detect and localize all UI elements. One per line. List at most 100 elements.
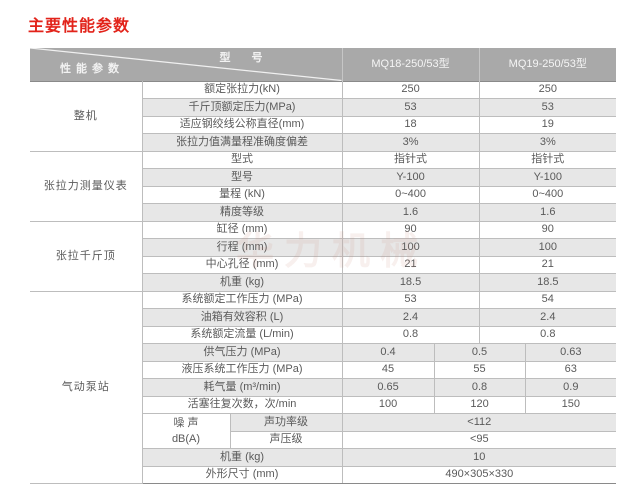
- header-corner-cell: 型 号 性能参数: [30, 48, 343, 81]
- param-label: 系统额定工作压力 (MPa): [141, 290, 343, 309]
- value-cell: 0.63: [524, 343, 617, 362]
- group-label-pump: 气动泵站: [30, 290, 143, 484]
- value-cell: 1.6: [478, 203, 617, 222]
- table-row: 整机 额定张拉力(kN) 250 250: [30, 80, 617, 152]
- value-cell: 18.5: [478, 273, 617, 292]
- param-label: 量程 (kN): [141, 185, 343, 204]
- param-label: 活塞往复次数，次/min: [141, 395, 343, 414]
- group-label-machine: 整机: [30, 80, 143, 152]
- value-cell: 19: [478, 115, 617, 134]
- value-cell: 3%: [478, 133, 617, 152]
- value-cell: 0.4: [341, 343, 435, 362]
- table-row: 耗气量 (m³/min) 0.65 0.8 0.9: [30, 378, 617, 397]
- table-row: 外形尺寸 (mm) 490×305×330: [30, 465, 617, 484]
- value-cell: Y-100: [478, 168, 617, 187]
- table-row: 活塞往复次数，次/min 100 120 150: [30, 395, 617, 414]
- table-row: 机重 (kg) 18.5 18.5: [30, 273, 617, 292]
- value-cell: Y-100: [341, 168, 480, 187]
- value-cell: 120: [433, 395, 526, 414]
- param-label: 型号: [141, 168, 343, 187]
- spec-table: 型 号 性能参数 MQ18-250/53型 MQ19-250/53型 整机 额定…: [30, 48, 617, 484]
- value-cell: 21: [341, 255, 480, 274]
- param-label: 行程 (mm): [141, 238, 343, 257]
- table-row: 精度等级 1.6 1.6: [30, 203, 617, 222]
- param-label: 液压系统工作压力 (MPa): [141, 360, 343, 379]
- value-cell: 54: [478, 290, 617, 309]
- value-cell: 0.8: [341, 325, 480, 344]
- value-cell: 53: [478, 98, 617, 117]
- value-cell: 2.4: [478, 308, 617, 327]
- value-cell: 90: [478, 220, 617, 239]
- param-label: 机重 (kg): [141, 273, 343, 292]
- param-label: 型式: [141, 150, 343, 169]
- value-cell: 55: [433, 360, 526, 379]
- value-cell: <112: [341, 413, 617, 432]
- table-row: 油箱有效容积 (L) 2.4 2.4: [30, 308, 617, 327]
- param-label: 系统额定流量 (L/min): [141, 325, 343, 344]
- value-cell: 21: [478, 255, 617, 274]
- noise-label-line1: 噪 声: [173, 416, 199, 429]
- param-label: 额定张拉力(kN): [141, 80, 343, 99]
- value-cell: 53: [341, 98, 480, 117]
- noise-sublabel: 声功率级: [229, 413, 343, 432]
- param-label: 机重 (kg): [141, 448, 343, 467]
- param-label: 外形尺寸 (mm): [141, 465, 343, 484]
- value-cell: 100: [341, 395, 435, 414]
- value-cell: 指针式: [478, 150, 617, 169]
- header-row: 型 号 性能参数 MQ18-250/53型 MQ19-250/53型: [30, 48, 617, 81]
- table-row: 声压级 <95: [30, 430, 617, 449]
- value-cell: 45: [341, 360, 435, 379]
- value-cell: 10: [341, 448, 617, 467]
- value-cell: 0.65: [341, 378, 435, 397]
- value-cell: 0.8: [433, 378, 526, 397]
- value-cell: 0~400: [478, 185, 617, 204]
- value-cell: 53: [341, 290, 480, 309]
- column-header-mq19: MQ19-250/53型: [478, 48, 617, 81]
- value-cell: 250: [478, 80, 617, 99]
- param-label: 油箱有效容积 (L): [141, 308, 343, 327]
- corner-model-label: 型 号: [219, 52, 272, 64]
- value-cell: 150: [524, 395, 617, 414]
- corner-param-label: 性能参数: [60, 62, 124, 75]
- param-label: 供气压力 (MPa): [141, 343, 343, 362]
- value-cell: 100: [341, 238, 480, 257]
- value-cell: 0~400: [341, 185, 480, 204]
- value-cell: 0.8: [478, 325, 617, 344]
- value-cell: 2.4: [341, 308, 480, 327]
- value-cell: 0.9: [524, 378, 617, 397]
- value-cell: 1.6: [341, 203, 480, 222]
- param-label: 张拉力值满量程准确度偏差: [141, 133, 343, 152]
- value-cell: 63: [524, 360, 617, 379]
- value-cell: 490×305×330: [341, 465, 617, 484]
- table-row: 系统额定流量 (L/min) 0.8 0.8: [30, 325, 617, 344]
- page-title: 主要性能参数: [28, 18, 131, 35]
- value-cell: 100: [478, 238, 617, 257]
- value-cell: 3%: [341, 133, 480, 152]
- group-label-jack: 张拉千斤顶: [30, 220, 143, 292]
- table-row: 噪 声 dB(A) 声功率级 <112: [30, 413, 617, 449]
- param-label: 千斤顶额定压力(MPa): [141, 98, 343, 117]
- table-row: 机重 (kg) 10: [30, 448, 617, 467]
- param-label: 耗气量 (m³/min): [141, 378, 343, 397]
- table-row: 张拉千斤顶 缸径 (mm) 90 90: [30, 220, 617, 292]
- table-row: 液压系统工作压力 (MPa) 45 55 63: [30, 360, 617, 379]
- group-label-gauge: 张拉力测量仪表: [30, 150, 143, 222]
- noise-label: 噪 声 dB(A): [141, 413, 231, 449]
- value-cell: 90: [341, 220, 480, 239]
- param-label: 缸径 (mm): [141, 220, 343, 239]
- value-cell: 0.5: [433, 343, 526, 362]
- table-row: 千斤顶额定压力(MPa) 53 53: [30, 98, 617, 117]
- table-row: 张拉力值满量程准确度偏差 3% 3%: [30, 133, 617, 152]
- diagonal-divider: [30, 48, 342, 81]
- table-row: 适应钢绞线公称直径(mm) 18 19: [30, 115, 617, 134]
- table-row: 气动泵站 系统额定工作压力 (MPa) 53 54: [30, 290, 617, 484]
- param-label: 中心孔径 (mm): [141, 255, 343, 274]
- param-label: 精度等级: [141, 203, 343, 222]
- column-header-mq18: MQ18-250/53型: [341, 48, 480, 81]
- noise-sublabel: 声压级: [229, 430, 343, 449]
- table-row: 行程 (mm) 100 100: [30, 238, 617, 257]
- table-row: 型号 Y-100 Y-100: [30, 168, 617, 187]
- param-label: 适应钢绞线公称直径(mm): [141, 115, 343, 134]
- value-cell: 18.5: [341, 273, 480, 292]
- table-row: 张拉力测量仪表 型式 指针式 指针式: [30, 150, 617, 222]
